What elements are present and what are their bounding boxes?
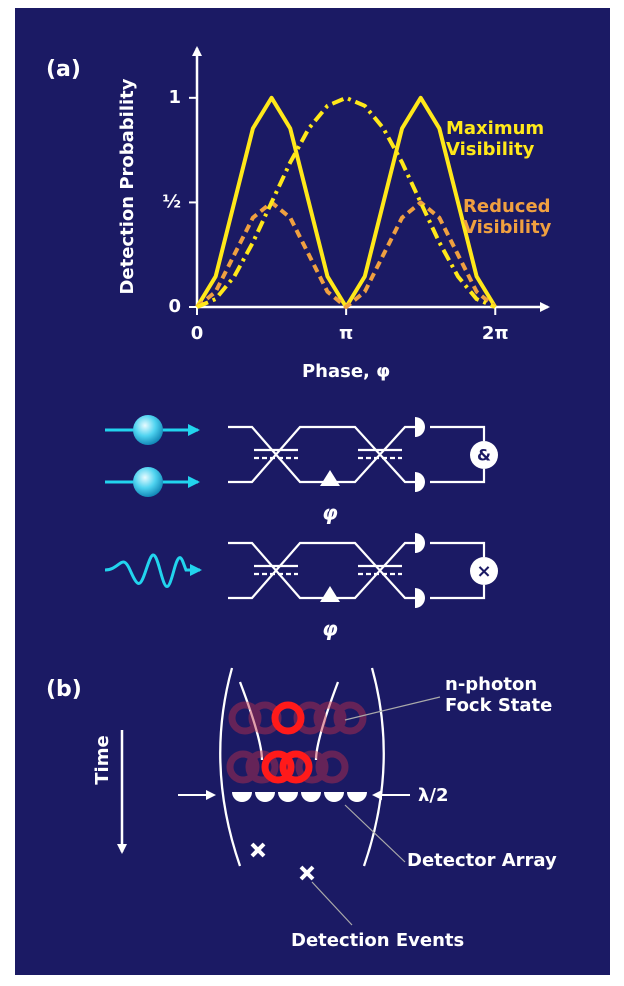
interferometer [228, 543, 498, 598]
y-axis-label: Detection Probability [117, 78, 138, 294]
photon [133, 467, 163, 497]
fock-state [230, 705, 363, 780]
annotation: n-photon Fock State [445, 674, 575, 716]
detection-event [252, 844, 313, 879]
y-tick-label: 0 [168, 296, 181, 317]
detector [415, 417, 425, 492]
classical-wave [105, 555, 200, 587]
page: (a) (b) & φ × φ Time [0, 0, 624, 986]
phase-shifter [320, 470, 340, 486]
coincidence-symbol: & [477, 446, 491, 465]
detector-array [232, 792, 367, 802]
x-tick-label: π [339, 323, 353, 344]
annotation: Detection Events [291, 930, 464, 951]
phase-label: φ [322, 501, 338, 525]
series-line [197, 202, 495, 307]
x-tick-label: 2π [482, 323, 509, 344]
panel-label: (b) [46, 677, 82, 702]
width-label: λ/2 [418, 785, 449, 806]
interferometer [228, 427, 498, 482]
detector [415, 533, 425, 608]
annotation: Detector Array [407, 850, 557, 871]
photon [133, 415, 163, 445]
x-axis-label: Phase, φ [302, 361, 390, 382]
legend-entry: Reduced Visibility [463, 196, 573, 238]
phase-shifter [320, 586, 340, 602]
panel-label: (a) [46, 57, 81, 82]
product-symbol: × [476, 561, 491, 582]
y-tick-label: ½ [162, 191, 181, 212]
phase-label: φ [322, 617, 338, 641]
time-label: Time [92, 735, 113, 784]
legend-entry: Maximum Visibility [446, 118, 566, 160]
y-tick-label: 1 [168, 87, 181, 108]
x-tick-label: 0 [191, 323, 204, 344]
